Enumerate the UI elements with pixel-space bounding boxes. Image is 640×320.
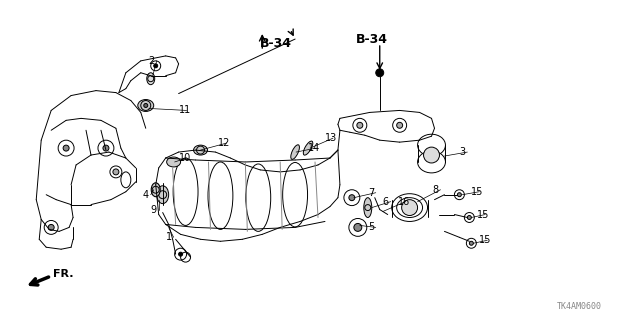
Ellipse shape — [138, 100, 154, 111]
Circle shape — [402, 200, 417, 215]
Text: 5: 5 — [368, 222, 374, 232]
Circle shape — [469, 241, 474, 245]
Text: 3: 3 — [460, 147, 465, 157]
Ellipse shape — [166, 157, 180, 167]
Circle shape — [397, 122, 403, 128]
Text: 9: 9 — [151, 204, 157, 215]
Text: 1: 1 — [166, 232, 172, 242]
Circle shape — [113, 169, 119, 175]
Text: 7: 7 — [368, 188, 374, 198]
Circle shape — [349, 195, 355, 201]
Circle shape — [458, 193, 461, 197]
Circle shape — [48, 224, 54, 230]
Circle shape — [63, 145, 69, 151]
Text: 6: 6 — [383, 196, 389, 207]
Ellipse shape — [417, 151, 445, 173]
Circle shape — [376, 69, 384, 77]
Text: 12: 12 — [218, 138, 231, 148]
Text: 14: 14 — [308, 143, 320, 153]
Ellipse shape — [151, 183, 160, 197]
Circle shape — [354, 223, 362, 231]
Circle shape — [103, 145, 109, 151]
Text: FR.: FR. — [53, 269, 74, 279]
Ellipse shape — [193, 145, 207, 155]
Circle shape — [424, 147, 440, 163]
Ellipse shape — [291, 145, 300, 159]
Text: 15: 15 — [477, 210, 490, 220]
Text: TK4AM0600: TK4AM0600 — [556, 302, 602, 311]
Ellipse shape — [417, 134, 445, 156]
Text: B-34: B-34 — [356, 33, 388, 45]
Text: 15: 15 — [471, 187, 484, 197]
Text: 2: 2 — [148, 56, 155, 66]
Text: B-34: B-34 — [260, 36, 292, 50]
Circle shape — [144, 103, 148, 108]
Ellipse shape — [303, 141, 313, 155]
Text: 11: 11 — [179, 105, 191, 116]
Text: 4: 4 — [143, 190, 149, 200]
Circle shape — [179, 252, 182, 256]
Ellipse shape — [157, 186, 169, 204]
Circle shape — [154, 64, 157, 68]
Ellipse shape — [364, 198, 372, 218]
Text: 16: 16 — [397, 196, 410, 207]
Text: 13: 13 — [325, 133, 337, 143]
Text: 8: 8 — [433, 185, 438, 195]
Text: 10: 10 — [179, 153, 191, 163]
Circle shape — [467, 215, 471, 220]
Ellipse shape — [147, 73, 155, 85]
Ellipse shape — [392, 194, 428, 221]
Text: 15: 15 — [479, 235, 492, 245]
Circle shape — [357, 122, 363, 128]
